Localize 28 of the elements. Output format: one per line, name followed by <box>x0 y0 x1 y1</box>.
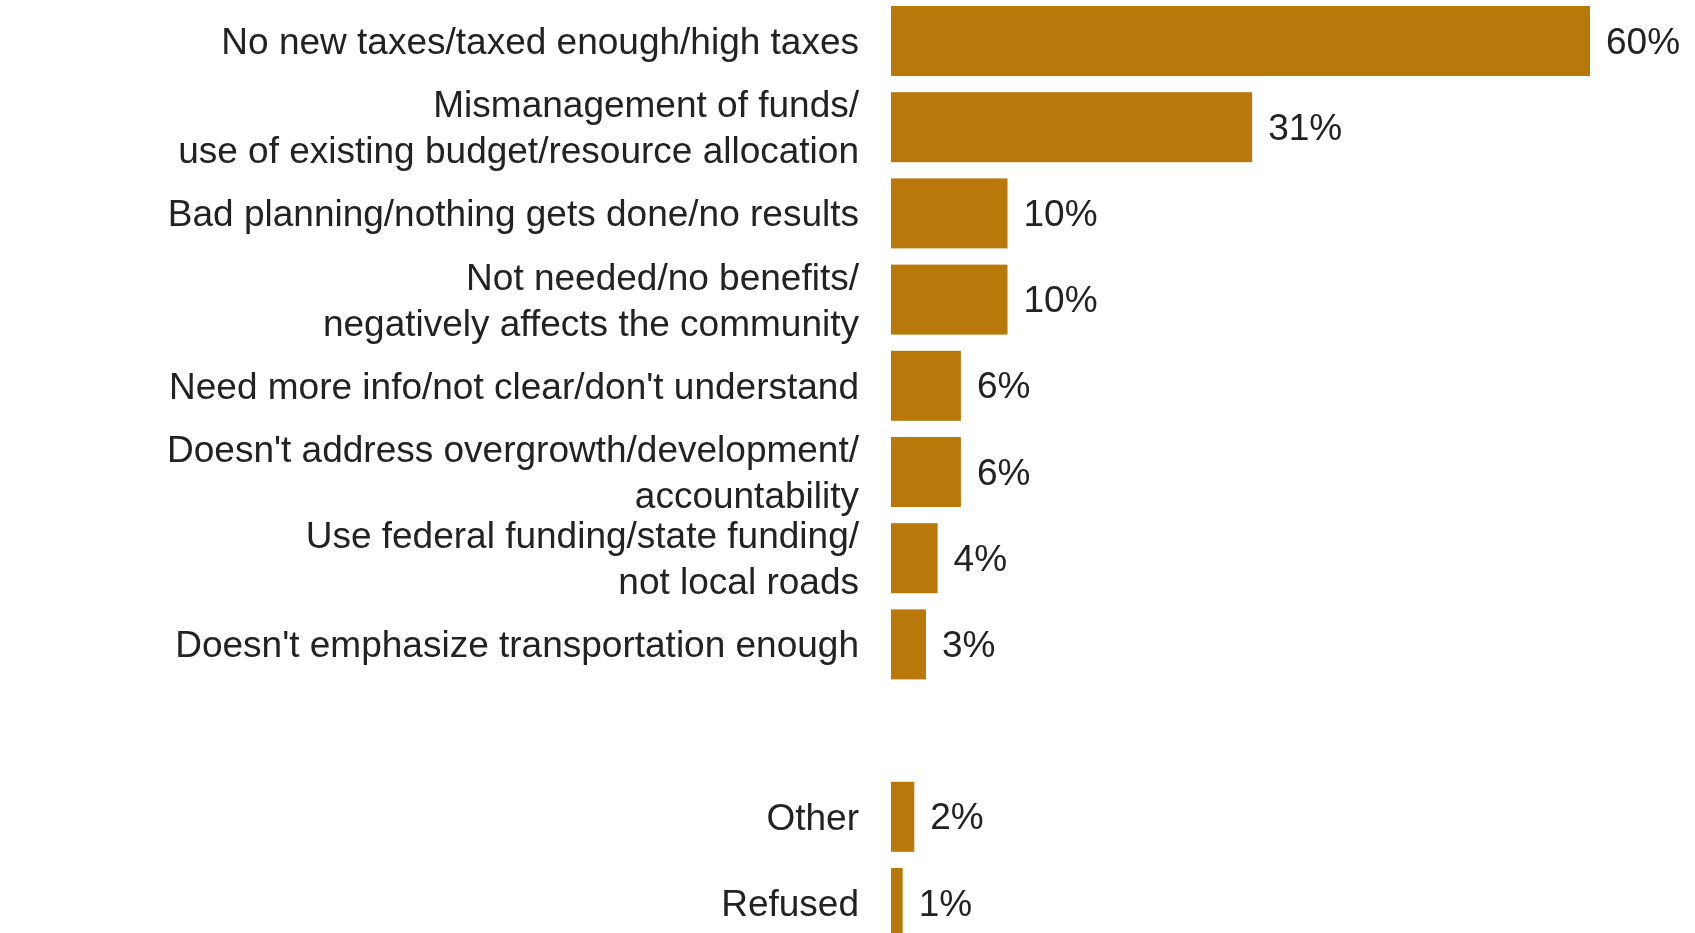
y-tick-label: Doesn't emphasize transportation enough <box>175 623 859 665</box>
y-tick-label: Bad planning/nothing gets done/no results <box>167 192 859 234</box>
data-label: 31% <box>1268 106 1343 148</box>
bar <box>891 523 938 594</box>
y-tick-label: Not needed/no benefits/ negatively affects the community <box>322 256 860 344</box>
bar <box>891 350 961 421</box>
bar <box>891 609 926 680</box>
y-tick-label: No new taxes/taxed enough/high taxes <box>221 20 859 62</box>
y-tick-label: Mismanagement of funds/ use of existing budget/resource allocation <box>178 83 860 171</box>
data-label: 10% <box>1023 279 1098 321</box>
data-label: 3% <box>941 623 996 665</box>
data-label: 4% <box>953 537 1008 579</box>
data-label: 6% <box>976 451 1031 493</box>
y-tick-label: Other <box>766 796 859 838</box>
bar <box>891 437 961 507</box>
y-tick-label: Refused <box>721 882 859 924</box>
y-tick-label: Doesn't address overgrowth/development/ accountability <box>167 428 860 516</box>
data-label: 60% <box>1606 20 1681 62</box>
y-tick-label: Need more info/not clear/don't understand <box>169 365 859 407</box>
data-label: 10% <box>1023 192 1098 234</box>
bar <box>891 92 1253 163</box>
bar <box>891 264 1008 335</box>
bar <box>891 6 1590 76</box>
bar <box>891 178 1008 249</box>
bar <box>891 781 915 852</box>
data-label: 6% <box>976 365 1031 407</box>
data-label: 1% <box>918 882 973 924</box>
data-label: 2% <box>930 796 984 838</box>
